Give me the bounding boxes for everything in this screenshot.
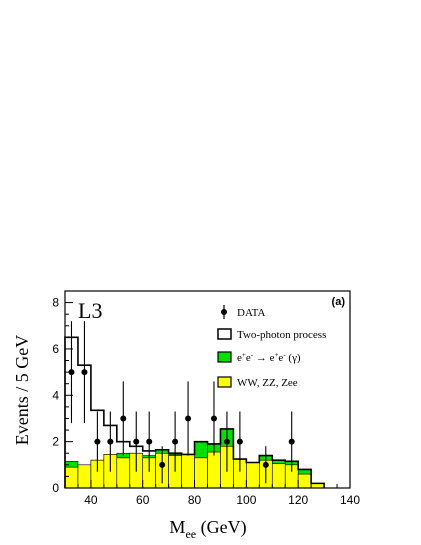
data-point-1 [81, 369, 88, 376]
y-tick-label: 0 [52, 481, 59, 495]
x-tick-label: 60 [136, 493, 150, 507]
legend-label-data: DATA [237, 307, 266, 319]
y-axis-label: Events / 5 GeV [12, 335, 32, 445]
x-axis: 40 60 80 100 120 140 [64, 480, 360, 507]
legend-label-bhabha: e+e- → e+e- (γ) [237, 351, 301, 364]
ww-zz-zee-bar-10 [194, 457, 208, 489]
ww-zz-zee-bar-0 [64, 466, 79, 489]
x-axis-label: Mee (GeV) [169, 517, 246, 541]
ww-zz-zee-bar-11 [207, 451, 221, 489]
data-point-14 [288, 438, 295, 445]
y-tick-label: 4 [52, 388, 59, 402]
legend-entry-ww-zz-zee: WW, ZZ, Zee [217, 376, 298, 389]
ww-zz-zee-bar-16 [271, 463, 286, 489]
ww-zz-zee-bar-14 [246, 462, 260, 489]
x-tick-label: 140 [340, 493, 360, 507]
data-point-6 [146, 438, 153, 445]
data-point-8 [172, 438, 179, 445]
data-point-13 [262, 461, 269, 468]
data-point-3 [107, 438, 114, 445]
data-point-10 [210, 415, 217, 422]
legend-entry-data: DATA [221, 305, 266, 319]
y-axis: 0 2 4 6 8 [52, 290, 73, 495]
ww-zz-zee-bar-4 [116, 457, 131, 489]
legend-entry-two-photon: Two-photon process [217, 328, 326, 341]
ww-zz-zee-bar-18 [297, 473, 312, 489]
data-point-7 [159, 461, 166, 468]
x-tick-label: 100 [236, 493, 256, 507]
experiment-label: L3 [78, 298, 102, 323]
ww-zz-zee-bar-1 [77, 464, 92, 489]
x-tick-label: 120 [288, 493, 308, 507]
data-point-11 [223, 438, 230, 445]
data-points [68, 321, 295, 484]
y-tick-label: 6 [52, 342, 59, 356]
data-point-2 [94, 438, 101, 445]
y-tick-label: 2 [52, 435, 59, 449]
legend-label-ww-zz-zee: WW, ZZ, Zee [237, 377, 298, 389]
data-point-0 [68, 369, 75, 376]
legend-entry-bhabha: e+e- → e+e- (γ) [217, 351, 301, 364]
legend-label-two-photon: Two-photon process [237, 329, 326, 341]
data-point-9 [185, 415, 192, 422]
x-tick-label: 80 [188, 493, 202, 507]
x-tick-label: 40 [84, 493, 98, 507]
histogram-two-photon [64, 336, 325, 488]
y-tick-label: 8 [52, 296, 59, 310]
data-point-5 [133, 438, 140, 445]
ww-zz-zee-bar-9 [181, 454, 195, 489]
legend: DATA Two-photon process e+e- → e+e- (γ) … [217, 305, 326, 389]
two-photon-outline-line [64, 336, 325, 488]
data-point-4 [120, 415, 127, 422]
data-point-12 [236, 438, 243, 445]
panel-label: (a) [332, 296, 346, 308]
